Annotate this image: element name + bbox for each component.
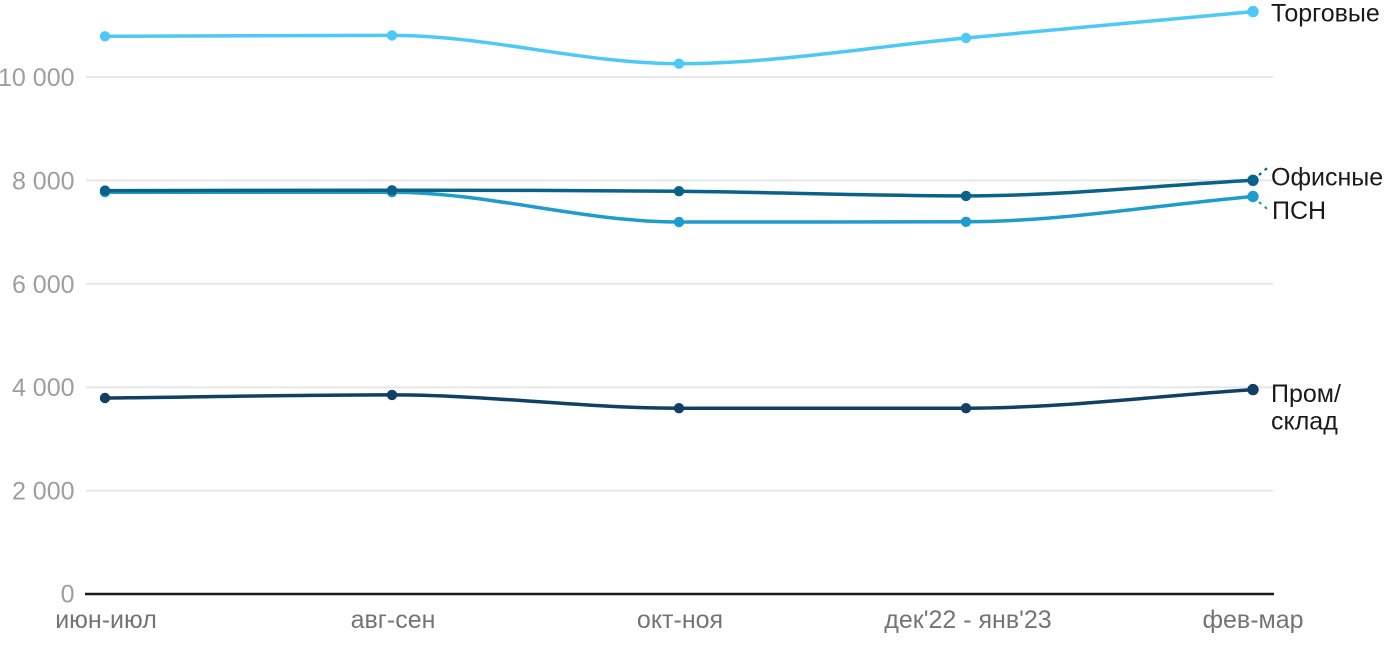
- svg-text:дек'22 - янв'23: дек'22 - янв'23: [884, 606, 1051, 634]
- svg-text:Офисные: Офисные: [1271, 164, 1383, 192]
- svg-text:6 000: 6 000: [12, 271, 75, 299]
- svg-text:июн-июл: июн-июл: [55, 606, 157, 634]
- svg-text:склад: склад: [1271, 408, 1338, 436]
- svg-text:10 000: 10 000: [0, 64, 75, 92]
- svg-text:2 000: 2 000: [12, 478, 75, 506]
- svg-text:4 000: 4 000: [12, 374, 75, 402]
- svg-text:авг-сен: авг-сен: [351, 606, 436, 634]
- svg-text:Торговые: Торговые: [1271, 0, 1380, 28]
- svg-text:Пром/: Пром/: [1271, 380, 1341, 408]
- svg-text:окт-ноя: окт-ноя: [637, 606, 723, 634]
- svg-text:8 000: 8 000: [12, 167, 75, 195]
- svg-text:0: 0: [61, 580, 75, 608]
- svg-text:фев-мар: фев-мар: [1202, 606, 1303, 634]
- svg-text:ПСН: ПСН: [1272, 197, 1326, 225]
